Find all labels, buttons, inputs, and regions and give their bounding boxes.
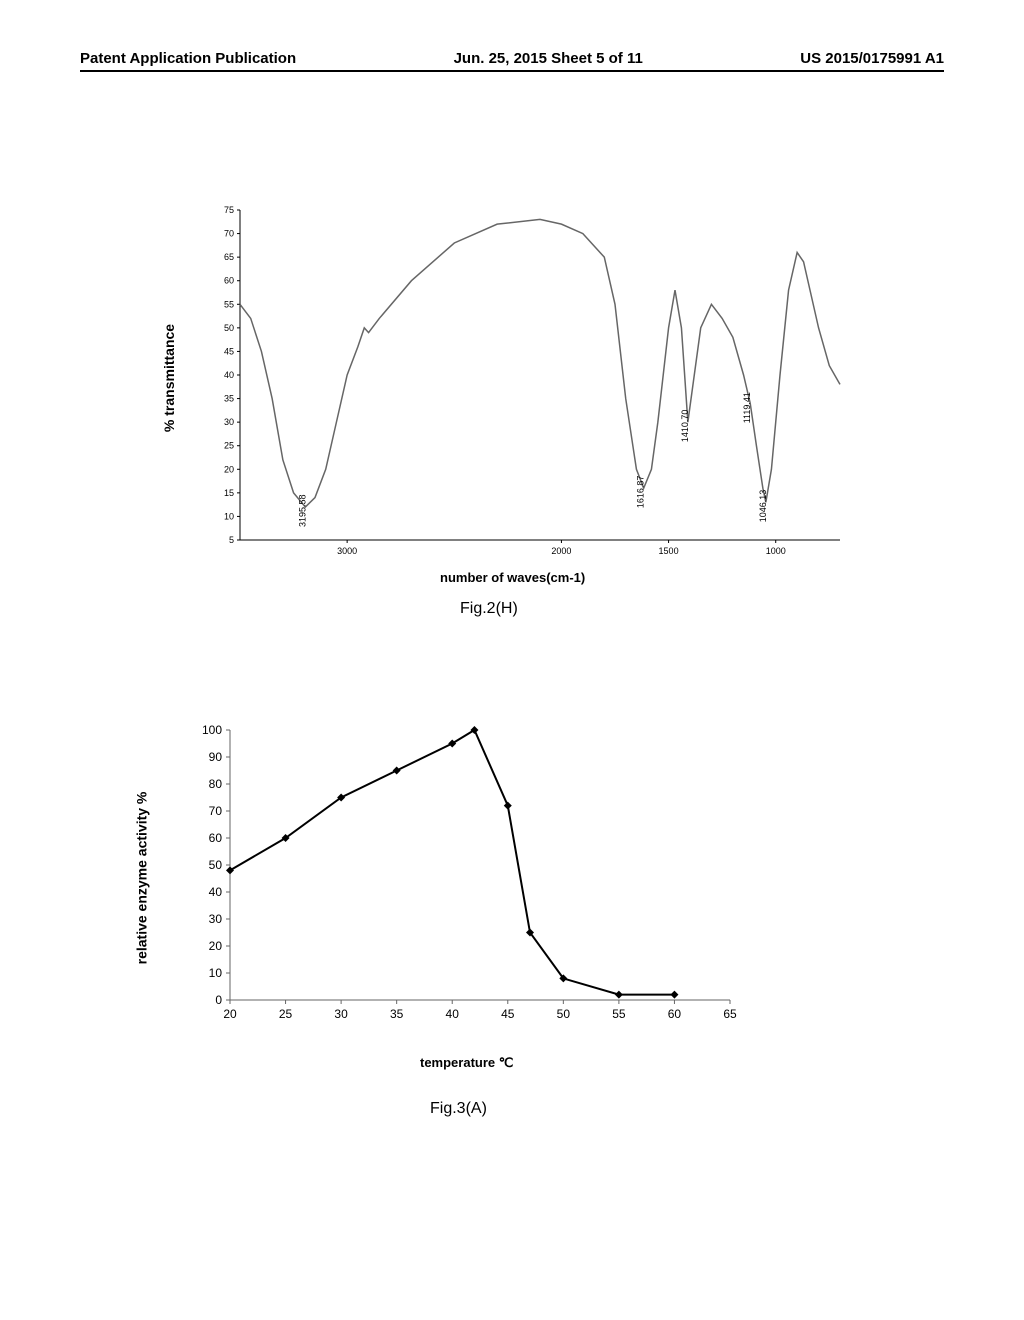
svg-text:55: 55 xyxy=(224,299,234,309)
svg-text:2000: 2000 xyxy=(551,546,571,556)
svg-text:55: 55 xyxy=(612,1007,626,1021)
svg-text:90: 90 xyxy=(209,750,223,764)
svg-text:50: 50 xyxy=(209,858,223,872)
svg-text:30: 30 xyxy=(224,417,234,427)
header-center: Jun. 25, 2015 Sheet 5 of 11 xyxy=(454,50,643,67)
chart1-figure-label: Fig.2(H) xyxy=(460,600,518,618)
svg-text:45: 45 xyxy=(501,1007,515,1021)
enzyme-activity-chart: 0 10 20 30 40 50 60 70 80 90 100 20 25 30 35 40 45 50 55 60… xyxy=(160,720,760,1040)
svg-text:50: 50 xyxy=(557,1007,571,1021)
svg-text:25: 25 xyxy=(224,441,234,451)
svg-text:60: 60 xyxy=(209,831,223,845)
svg-text:75: 75 xyxy=(224,205,234,215)
chart2-xlabel: temperature ℃ xyxy=(420,1055,513,1071)
header-left: Patent Application Publication xyxy=(80,50,296,67)
svg-text:20: 20 xyxy=(209,939,223,953)
svg-text:35: 35 xyxy=(224,394,234,404)
chart2-svg: 0 10 20 30 40 50 60 70 80 90 100 20 25 30 35 40 45 50 55 60… xyxy=(160,720,760,1040)
chart1-ylabel: % transmittance xyxy=(161,324,177,432)
svg-text:40: 40 xyxy=(446,1007,460,1021)
svg-text:0: 0 xyxy=(215,993,222,1007)
header-right: US 2015/0175991 A1 xyxy=(800,50,944,67)
svg-text:1046.13: 1046.13 xyxy=(758,490,768,523)
chart2-figure-label: Fig.3(A) xyxy=(430,1100,487,1118)
svg-text:1410.70: 1410.70 xyxy=(680,410,690,443)
svg-text:60: 60 xyxy=(224,276,234,286)
svg-text:15: 15 xyxy=(224,488,234,498)
svg-text:70: 70 xyxy=(224,229,234,239)
svg-text:80: 80 xyxy=(209,777,223,791)
svg-text:40: 40 xyxy=(209,885,223,899)
chart1-xlabel: number of waves(cm-1) xyxy=(440,570,585,585)
svg-text:30: 30 xyxy=(334,1007,348,1021)
svg-text:45: 45 xyxy=(224,346,234,356)
svg-text:35: 35 xyxy=(390,1007,404,1021)
svg-text:50: 50 xyxy=(224,323,234,333)
transmittance-chart: 5 10 15 20 25 30 35 40 45 50 55 60 65 70 75 3000 2000 150… xyxy=(180,200,860,580)
svg-text:20: 20 xyxy=(224,464,234,474)
svg-text:100: 100 xyxy=(202,723,222,737)
page-header: Patent Application Publication Jun. 25, … xyxy=(80,50,944,72)
svg-text:3000: 3000 xyxy=(337,546,357,556)
svg-text:1119.41: 1119.41 xyxy=(742,392,752,423)
svg-text:3195.58: 3195.58 xyxy=(297,494,307,527)
svg-text:5: 5 xyxy=(229,535,234,545)
svg-text:40: 40 xyxy=(224,370,234,380)
svg-text:1500: 1500 xyxy=(659,546,679,556)
svg-text:65: 65 xyxy=(224,252,234,262)
svg-text:70: 70 xyxy=(209,804,223,818)
svg-text:10: 10 xyxy=(224,511,234,521)
svg-text:30: 30 xyxy=(209,912,223,926)
svg-text:1616.87: 1616.87 xyxy=(636,476,646,509)
svg-text:65: 65 xyxy=(723,1007,737,1021)
chart1-svg: 5 10 15 20 25 30 35 40 45 50 55 60 65 70 75 3000 2000 150… xyxy=(180,200,860,580)
chart2-ylabel: relative enzyme activity % xyxy=(133,792,149,965)
svg-text:20: 20 xyxy=(223,1007,237,1021)
svg-text:60: 60 xyxy=(668,1007,682,1021)
svg-text:25: 25 xyxy=(279,1007,293,1021)
svg-text:1000: 1000 xyxy=(766,546,786,556)
svg-text:10: 10 xyxy=(209,966,223,980)
